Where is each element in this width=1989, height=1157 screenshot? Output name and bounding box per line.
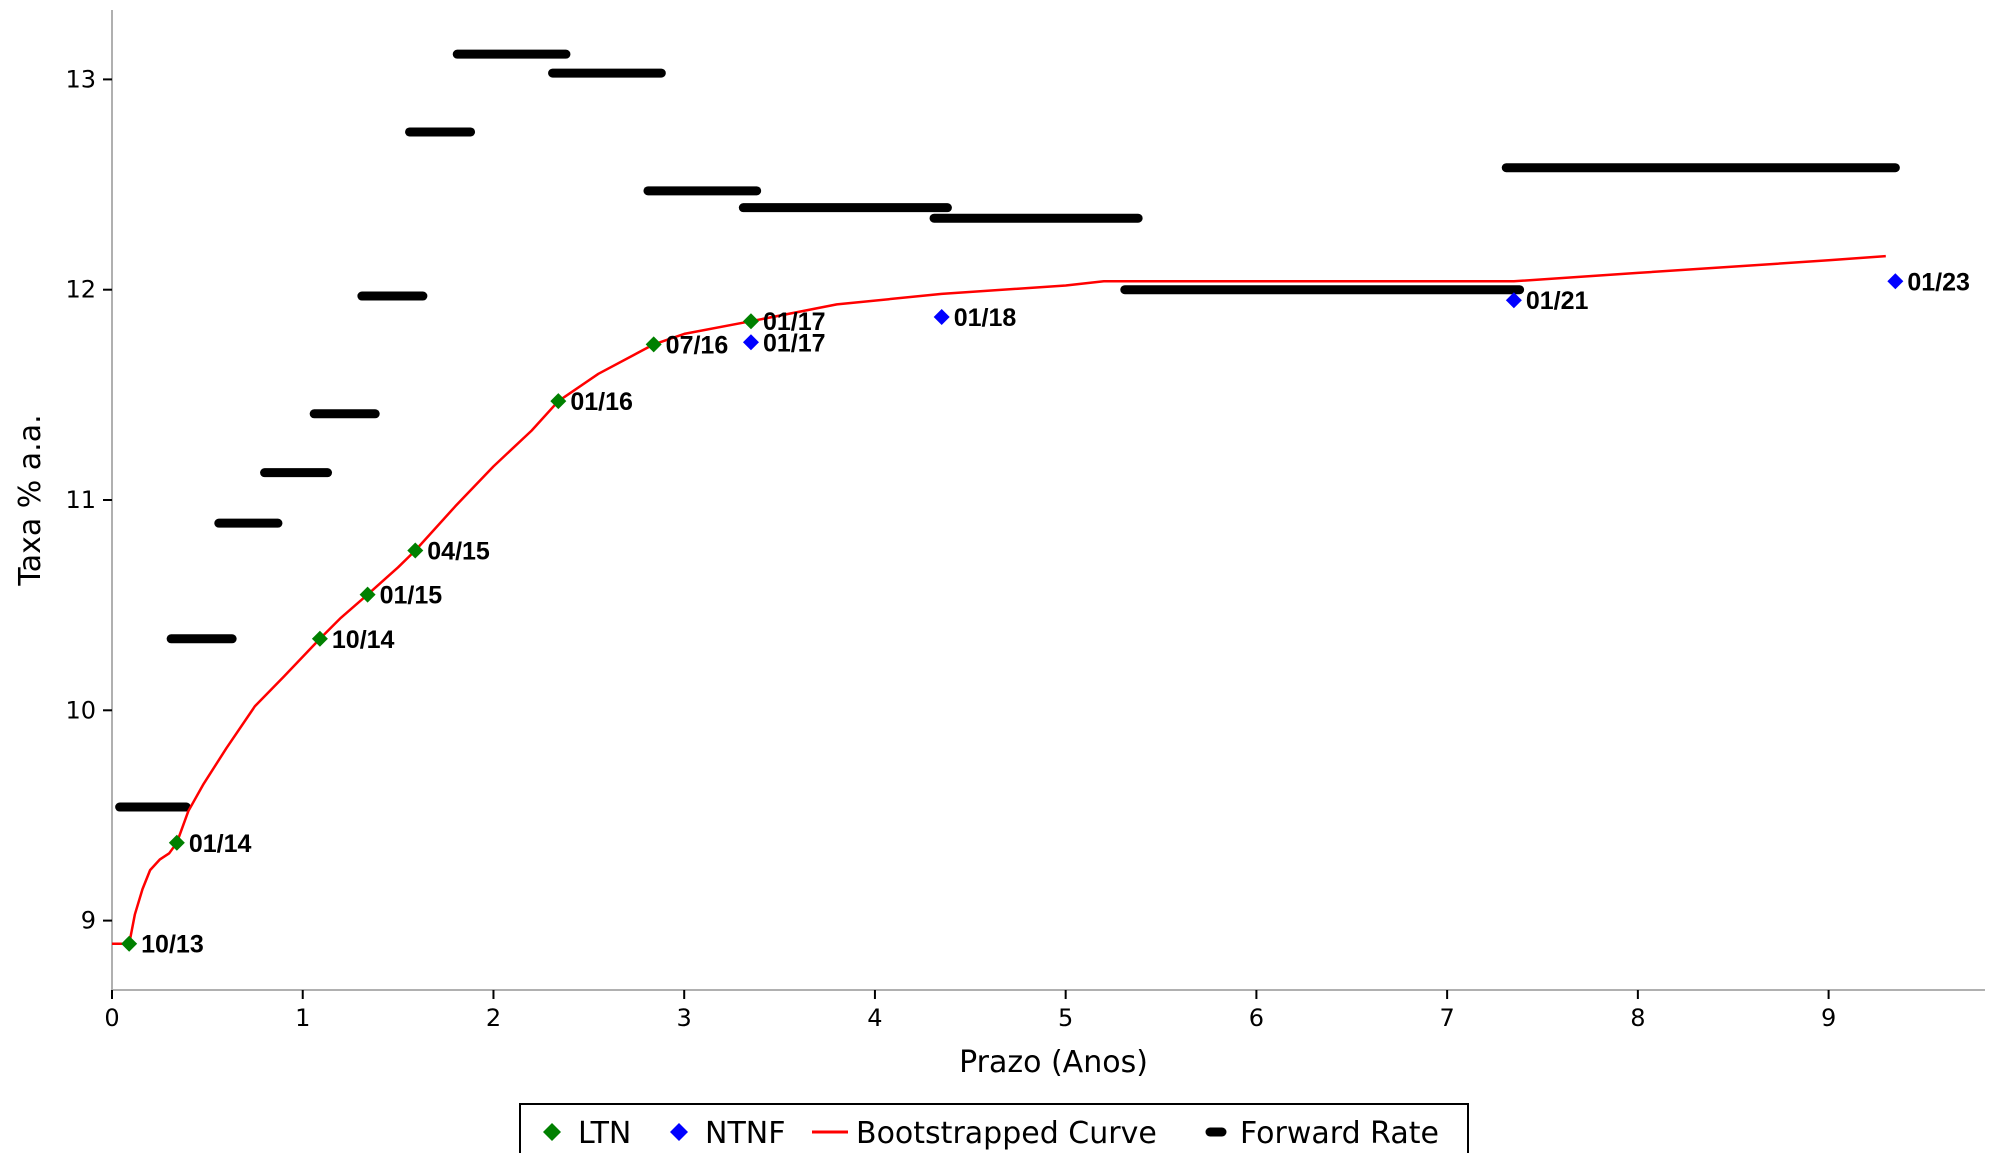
point-label: 10/14	[332, 626, 395, 654]
ltn-point	[359, 586, 376, 603]
point-label: 04/15	[427, 537, 490, 565]
y-tick-label: 11	[65, 486, 96, 514]
bootstrapped-curve-line	[112, 254, 1886, 945]
point-label: 01/15	[380, 582, 443, 610]
x-tick-label: 1	[295, 1004, 310, 1032]
x-tick-label: 9	[1821, 1004, 1836, 1032]
ltn-point	[407, 542, 424, 559]
y-axis-title: Taxa % a.a.	[13, 414, 48, 586]
ntnf-point	[1505, 292, 1522, 309]
ltn-point	[742, 313, 759, 330]
forward-rate-series	[115, 49, 1900, 812]
ltn-point	[550, 393, 567, 410]
y-tick-label: 10	[65, 696, 96, 724]
ltn-point	[311, 630, 328, 647]
y-tick-label: 9	[81, 907, 96, 935]
x-tick-label: 7	[1439, 1004, 1454, 1032]
x-tick-label: 3	[677, 1004, 692, 1032]
point-label: 01/17	[763, 308, 826, 336]
legend-label-bootstrapped-curve: Bootstrapped Curve	[856, 1116, 1157, 1151]
ltn-point	[121, 935, 138, 952]
x-tick-label: 4	[867, 1004, 882, 1032]
x-axis-title: Prazo (Anos)	[959, 1045, 1148, 1080]
point-label: 01/14	[189, 830, 252, 858]
bootstrapped-curve-series	[112, 254, 1886, 945]
point-label: 01/18	[954, 304, 1017, 332]
ntnf-point	[1887, 273, 1904, 290]
legend-label-ntnf: NTNF	[705, 1116, 785, 1151]
ltn-legend-marker	[543, 1123, 561, 1141]
legend: LTN NTNF Bootstrapped Curve Forward Rate	[519, 1103, 1469, 1157]
legend-label-ltn: LTN	[578, 1116, 631, 1151]
ltn-point	[168, 834, 185, 851]
x-tick-label: 8	[1630, 1004, 1645, 1032]
x-tick-label: 6	[1249, 1004, 1264, 1032]
ntnf-point	[742, 334, 759, 351]
ltn-point	[645, 336, 662, 353]
point-label: 01/23	[1907, 268, 1970, 296]
bond-points: 10/13 01/14 10/14 01/15 04/15 01/16 07/16 01/17…	[121, 268, 1970, 959]
y-tick-label: 13	[65, 65, 96, 93]
y-tick-label: 12	[65, 276, 96, 304]
point-label: 01/16	[570, 388, 633, 416]
point-label: 01/17	[763, 329, 826, 357]
ntnf-legend-marker	[670, 1123, 688, 1141]
ntnf-point	[933, 309, 950, 326]
point-label: 10/13	[141, 931, 204, 959]
x-tick-label: 5	[1058, 1004, 1073, 1032]
x-tick-label: 0	[104, 1004, 119, 1032]
legend-label-forward-rate: Forward Rate	[1240, 1116, 1439, 1151]
x-tick-label: 2	[486, 1004, 501, 1032]
point-label: 01/21	[1526, 287, 1589, 315]
point-label: 07/16	[666, 331, 729, 359]
